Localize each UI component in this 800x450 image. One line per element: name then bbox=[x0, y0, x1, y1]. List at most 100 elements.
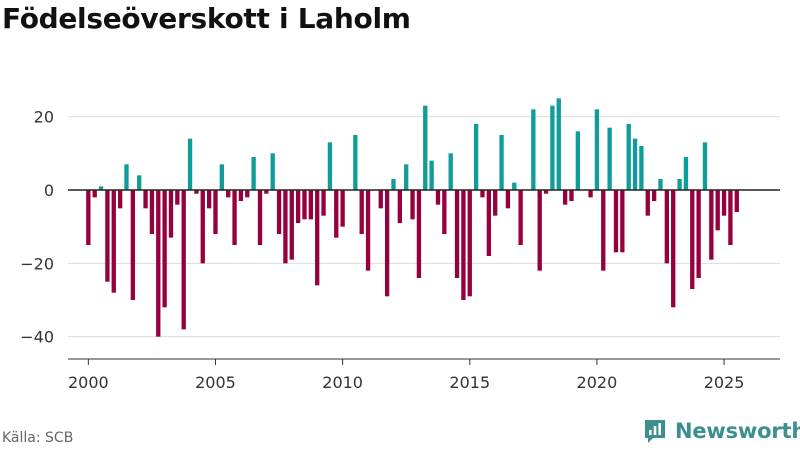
bar bbox=[302, 190, 307, 220]
bar bbox=[206, 190, 212, 209]
bar bbox=[607, 127, 612, 190]
x-tick-label: 2015 bbox=[449, 373, 490, 392]
bar bbox=[671, 190, 676, 308]
bar bbox=[308, 190, 313, 220]
bar bbox=[639, 146, 644, 190]
bar bbox=[645, 190, 650, 216]
bar bbox=[588, 190, 593, 198]
bar bbox=[537, 190, 542, 271]
bar bbox=[702, 142, 708, 190]
bar bbox=[149, 190, 155, 234]
bar bbox=[384, 190, 390, 297]
bar bbox=[467, 190, 472, 297]
bar bbox=[518, 190, 523, 245]
y-tick-label: −40 bbox=[20, 328, 54, 347]
bar bbox=[175, 190, 180, 205]
bar bbox=[715, 190, 720, 231]
bar bbox=[289, 190, 294, 260]
bar bbox=[677, 179, 682, 190]
bar bbox=[124, 164, 129, 190]
bar bbox=[200, 190, 205, 264]
bar bbox=[442, 190, 447, 234]
bar bbox=[569, 190, 574, 201]
bar bbox=[556, 98, 561, 190]
bar bbox=[143, 190, 148, 209]
bar bbox=[264, 190, 269, 194]
bar bbox=[632, 138, 638, 190]
bar bbox=[321, 190, 326, 216]
x-tick-label: 2010 bbox=[322, 373, 363, 392]
source-label: Källa: SCB bbox=[2, 430, 74, 446]
page-title: Födelseöverskott i Laholm bbox=[2, 2, 411, 35]
bar bbox=[480, 190, 485, 198]
bar bbox=[251, 157, 256, 190]
bar bbox=[98, 186, 104, 190]
bar bbox=[232, 190, 237, 245]
bars bbox=[86, 98, 739, 337]
newsworthy-logo-icon bbox=[645, 420, 665, 443]
bar bbox=[562, 190, 568, 205]
bar bbox=[423, 105, 428, 190]
bar bbox=[219, 164, 224, 190]
y-tick-label: 20 bbox=[34, 108, 54, 127]
bar bbox=[404, 164, 409, 190]
bar bbox=[92, 190, 97, 198]
bar bbox=[543, 190, 549, 194]
bar bbox=[270, 153, 275, 190]
bar bbox=[105, 190, 110, 282]
bar bbox=[696, 190, 701, 278]
bar bbox=[575, 131, 580, 190]
bar bbox=[181, 190, 186, 330]
bar bbox=[315, 190, 320, 286]
bar bbox=[213, 190, 218, 234]
bar bbox=[391, 179, 396, 190]
bar bbox=[550, 105, 555, 190]
bar bbox=[461, 190, 466, 300]
bar bbox=[664, 190, 669, 264]
bar bbox=[493, 190, 498, 216]
bar bbox=[334, 190, 339, 238]
bar bbox=[499, 135, 504, 190]
bar bbox=[130, 190, 135, 300]
x-tick-label: 2020 bbox=[577, 373, 618, 392]
bar bbox=[397, 190, 402, 223]
bar bbox=[683, 157, 689, 190]
bar bbox=[168, 190, 174, 238]
bar bbox=[658, 179, 663, 190]
bar bbox=[512, 182, 517, 190]
y-tick-label: −20 bbox=[20, 254, 54, 273]
bar bbox=[194, 190, 199, 194]
bar bbox=[283, 190, 288, 264]
brand[interactable]: Newsworthy bbox=[643, 418, 800, 444]
bar bbox=[111, 190, 116, 293]
bar bbox=[353, 135, 358, 190]
bar bbox=[378, 190, 383, 209]
bar bbox=[448, 153, 453, 190]
bar bbox=[410, 190, 415, 220]
bar bbox=[137, 175, 142, 190]
bar bbox=[156, 190, 161, 337]
bar bbox=[728, 190, 733, 245]
bar bbox=[651, 190, 657, 201]
bar bbox=[473, 124, 479, 190]
bar bbox=[594, 109, 600, 190]
bar bbox=[429, 160, 434, 190]
bar bbox=[245, 190, 250, 198]
bar bbox=[626, 124, 631, 190]
bar bbox=[162, 190, 167, 308]
bar bbox=[117, 190, 123, 209]
bar bbox=[613, 190, 619, 253]
bar bbox=[454, 190, 460, 278]
bar bbox=[327, 142, 333, 190]
x-axis: 2000 2005 2010 2015 2020 2025 bbox=[68, 358, 780, 392]
bar bbox=[86, 190, 91, 245]
y-axis-labels: 20 0 −20 −40 bbox=[20, 108, 54, 347]
bar bbox=[690, 190, 695, 289]
bar bbox=[416, 190, 422, 278]
bar bbox=[601, 190, 606, 271]
bar bbox=[340, 190, 345, 227]
bar bbox=[238, 190, 244, 201]
x-tick-label: 2025 bbox=[704, 373, 745, 392]
bar bbox=[257, 190, 263, 245]
bar bbox=[531, 109, 536, 190]
